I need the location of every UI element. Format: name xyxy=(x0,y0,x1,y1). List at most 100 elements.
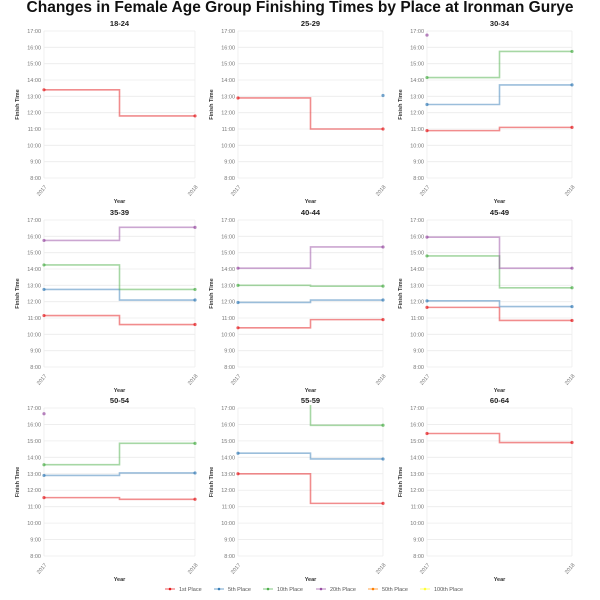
series-line-10th-place xyxy=(427,255,572,289)
y-tick-label: 14:00 xyxy=(410,78,424,84)
data-point xyxy=(425,102,429,107)
series-line-1st-place xyxy=(427,432,572,444)
series-line-20th-place xyxy=(44,226,195,242)
y-tick-label: 16:00 xyxy=(221,234,235,240)
legend-marker xyxy=(319,587,323,591)
x-tick-label: 2018 xyxy=(187,184,199,197)
data-point xyxy=(42,412,46,416)
panel-title: 45-49 xyxy=(490,208,509,217)
data-point xyxy=(193,471,197,475)
y-tick-label: 10:00 xyxy=(410,143,424,149)
y-tick-label: 12:00 xyxy=(410,300,424,306)
data-point xyxy=(425,431,429,436)
series-line-1st-place xyxy=(238,472,383,505)
x-axis-label: Year xyxy=(305,577,317,583)
data-point xyxy=(570,318,574,323)
series-group xyxy=(42,412,197,501)
data-point xyxy=(236,300,240,305)
data-point xyxy=(425,299,429,303)
legend-marker xyxy=(266,587,270,591)
series-line-1st-place xyxy=(238,97,383,130)
series-line-5th-place xyxy=(44,472,195,477)
series-line-5th-place xyxy=(44,288,195,301)
y-tick-label: 10:00 xyxy=(221,521,235,527)
y-axis-label: Finish Time xyxy=(209,278,215,308)
y-tick-label: 11:00 xyxy=(222,127,235,133)
y-tick-label: 12:00 xyxy=(221,488,235,494)
y-tick-label: 13:00 xyxy=(27,472,41,478)
y-tick-label: 14:00 xyxy=(27,78,41,84)
legend-item: 5th Place xyxy=(214,587,251,593)
data-point xyxy=(425,33,429,37)
data-point xyxy=(42,287,46,292)
y-tick-label: 10:00 xyxy=(410,332,424,338)
y-axis-label: Finish Time xyxy=(209,467,215,497)
y-tick-label: 13:00 xyxy=(410,94,424,100)
data-point xyxy=(570,49,574,54)
y-tick-label: 15:00 xyxy=(221,251,235,257)
y-tick-label: 15:00 xyxy=(27,62,41,68)
x-tick-label: 2018 xyxy=(375,562,387,575)
y-tick-label: 9:00 xyxy=(30,160,41,166)
y-tick-label: 10:00 xyxy=(27,143,41,149)
data-point xyxy=(236,326,240,330)
data-point xyxy=(570,286,574,290)
data-point xyxy=(42,313,46,318)
y-tick-label: 17:00 xyxy=(221,29,235,35)
y-tick-label: 11:00 xyxy=(28,127,41,133)
panel-title: 25-29 xyxy=(301,19,320,28)
panel-35-39: 8:00 9:00 10:00 11:00 12:00 13:00 14:00 15:00 16… xyxy=(15,208,200,394)
data-point xyxy=(570,304,574,309)
panel-45-49: 8:00 9:00 10:00 11:00 12:00 13:00 14:00 15:00 16… xyxy=(398,208,577,394)
data-point xyxy=(381,93,385,98)
data-point xyxy=(425,129,429,133)
y-tick-label: 8:00 xyxy=(413,554,424,560)
data-point xyxy=(42,88,46,92)
y-tick-label: 12:00 xyxy=(221,300,235,306)
series-group xyxy=(425,33,574,133)
y-tick-label: 16:00 xyxy=(410,45,424,51)
data-point xyxy=(381,423,385,427)
y-tick-label: 14:00 xyxy=(27,267,41,273)
y-tick-label: 15:00 xyxy=(221,439,235,445)
panel-title: 35-39 xyxy=(110,208,129,217)
x-axis-label: Year xyxy=(114,388,126,394)
y-axis-label: Finish Time xyxy=(209,89,215,119)
panel-25-29: 8:00 9:00 10:00 11:00 12:00 13:00 14:00 15:00 16… xyxy=(209,19,388,205)
legend-item: 10th Place xyxy=(263,587,303,593)
x-tick-label: 2017 xyxy=(419,562,431,575)
data-point xyxy=(193,497,197,501)
legend-label: 10th Place xyxy=(277,587,303,593)
y-tick-label: 8:00 xyxy=(413,176,424,182)
data-point xyxy=(570,266,574,270)
legend-label: 1st Place xyxy=(179,587,202,593)
series-line-1st-place xyxy=(44,496,195,501)
series-line-1st-place xyxy=(427,126,572,132)
y-axis-label: Finish Time xyxy=(398,278,404,308)
data-point xyxy=(381,298,385,302)
data-point xyxy=(193,322,197,327)
data-point xyxy=(236,400,239,403)
y-tick-label: 9:00 xyxy=(413,160,424,166)
y-tick-label: 16:00 xyxy=(27,45,41,51)
data-point xyxy=(570,83,574,87)
data-point xyxy=(236,266,240,270)
y-tick-label: 11:00 xyxy=(411,316,424,322)
x-tick-label: 2018 xyxy=(564,184,576,197)
y-tick-label: 11:00 xyxy=(222,505,235,511)
series-line-5th-place xyxy=(427,300,572,308)
y-tick-label: 17:00 xyxy=(410,29,424,35)
legend-item: 20th Place xyxy=(316,587,356,593)
x-tick-label: 2018 xyxy=(187,562,199,575)
y-axis-label: Finish Time xyxy=(398,467,404,497)
data-point xyxy=(425,305,429,309)
y-tick-label: 11:00 xyxy=(411,505,424,511)
series-line-1st-place xyxy=(427,306,572,322)
data-point xyxy=(425,75,429,80)
x-axis-label: Year xyxy=(494,577,506,583)
y-tick-label: 17:00 xyxy=(27,29,41,35)
y-tick-label: 13:00 xyxy=(221,94,235,100)
x-axis-label: Year xyxy=(114,199,126,205)
panel-title: 55-59 xyxy=(301,396,320,405)
